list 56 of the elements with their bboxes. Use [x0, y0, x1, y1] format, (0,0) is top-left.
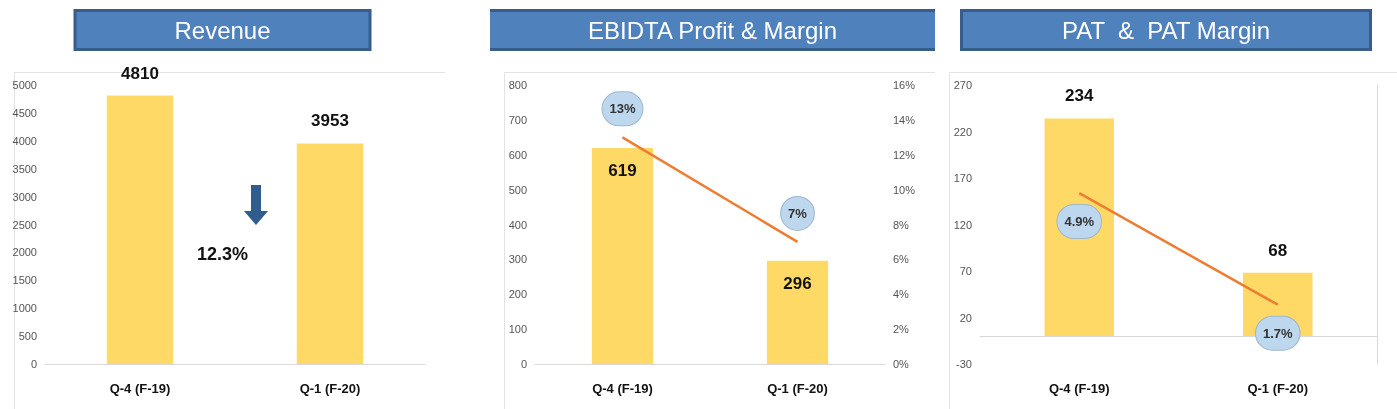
y-tick-label: 1000 — [12, 302, 37, 315]
y2-tick-label: 8% — [893, 218, 910, 231]
x-tick-label: Q-4 (F-19) — [1048, 381, 1110, 396]
data-label: 13% — [609, 101, 636, 117]
y2-tick-label: 4% — [893, 288, 910, 301]
annotation: 12.3% — [196, 244, 249, 264]
y-tick-label: 500 — [508, 183, 527, 196]
y-tick-label: -30 — [956, 358, 972, 370]
y-tick-label: 220 — [953, 125, 972, 138]
y2-tick-label: 0% — [893, 358, 910, 370]
data-label: 619 — [608, 161, 637, 181]
y2-tick-label: 14% — [893, 113, 916, 126]
data-label: 1.7% — [1262, 325, 1293, 341]
chart-title: EBIDTA Profit & Margin — [588, 16, 837, 44]
chart-title: PAT & PAT Margin — [1061, 16, 1271, 44]
x-tick-label: Q-1 (F-20) — [767, 381, 828, 396]
y-tick-label: 120 — [953, 218, 972, 231]
y-tick-label: 4500 — [12, 106, 37, 119]
y-tick-label: 70 — [959, 265, 972, 277]
data-label: 7% — [788, 205, 808, 221]
y-tick-label: 700 — [508, 113, 527, 126]
y2-tick-label: 16% — [893, 79, 916, 91]
data-label: 4810 — [121, 63, 159, 83]
y-tick-label: 3500 — [12, 162, 37, 175]
y2-tick-label: 6% — [893, 253, 910, 266]
x-tick-label: Q-4 (F-19) — [109, 381, 171, 396]
x-tick-label: Q-4 (F-19) — [592, 381, 653, 396]
y-tick-label: 200 — [508, 288, 527, 301]
y-tick-label: 270 — [953, 79, 972, 91]
y-tick-label: 400 — [508, 218, 527, 231]
y-tick-label: 4000 — [12, 134, 37, 147]
data-label: 3953 — [311, 111, 349, 131]
data-label: 68 — [1268, 240, 1288, 260]
y2-tick-label: 12% — [893, 148, 916, 161]
data-label: 4.9% — [1064, 214, 1095, 230]
y2-tick-label: 2% — [893, 323, 910, 336]
y-tick-label: 600 — [508, 148, 527, 161]
x-tick-label: Q-1 (F-20) — [299, 381, 361, 396]
y-tick-label: 20 — [959, 311, 972, 324]
y2-tick-label: 10% — [893, 183, 916, 196]
y-tick-label: 170 — [953, 172, 972, 184]
y-tick-label: 100 — [508, 323, 527, 336]
y-tick-label: 2500 — [12, 218, 37, 231]
data-label: 234 — [1065, 86, 1094, 106]
data-label: 296 — [783, 273, 812, 293]
y-tick-label: 300 — [508, 253, 527, 266]
chart-title: Revenue — [174, 16, 271, 44]
y-tick-label: 3000 — [12, 190, 37, 203]
y-tick-label: 0 — [30, 358, 37, 370]
y-tick-label: 2000 — [12, 246, 37, 259]
y-tick-label: 1500 — [12, 274, 37, 287]
y-tick-label: 0 — [520, 358, 527, 370]
y-tick-label: 500 — [18, 330, 37, 343]
y-tick-label: 800 — [508, 79, 527, 91]
x-tick-label: Q-1 (F-20) — [1247, 381, 1309, 396]
y-tick-label: 5000 — [12, 79, 37, 91]
